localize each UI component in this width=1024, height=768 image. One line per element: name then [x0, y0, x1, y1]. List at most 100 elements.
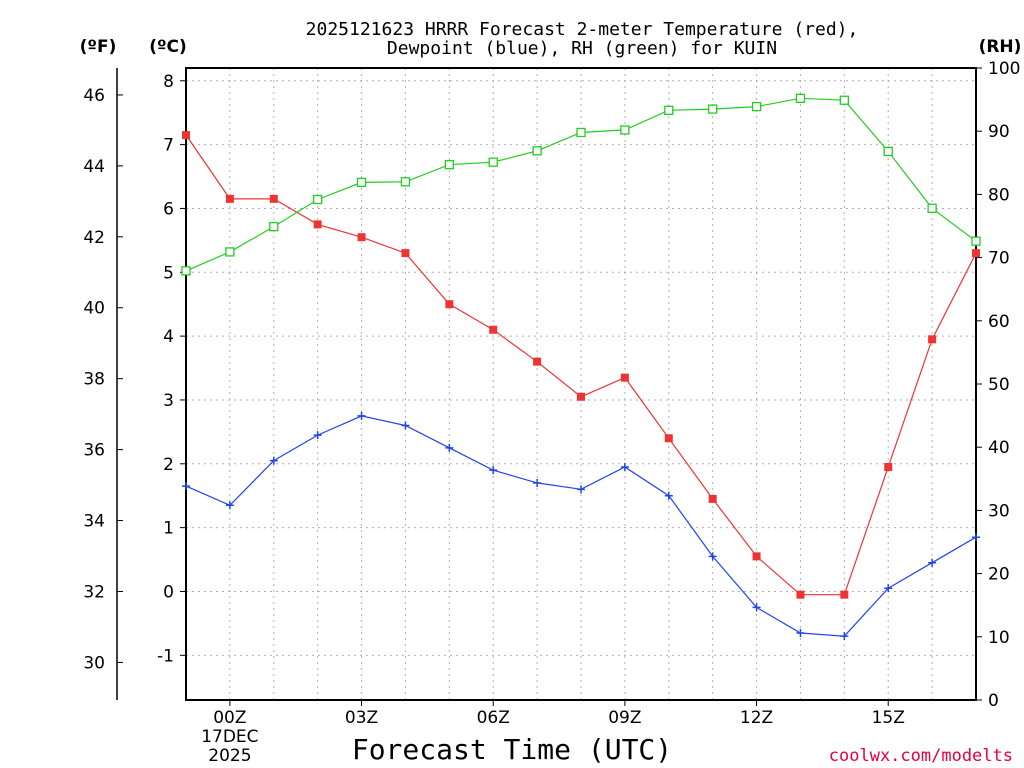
dewpoint-point [225, 501, 234, 510]
rh-tick-label: 100 [988, 59, 1020, 79]
celsius-tick-label: 8 [163, 72, 174, 92]
rh-point [576, 127, 586, 138]
rh-point [400, 177, 411, 187]
rh-point [225, 247, 235, 257]
rh-point [708, 104, 718, 114]
dewpoint-point [796, 628, 805, 637]
rh-point [356, 177, 367, 188]
dewpoint-point [972, 533, 980, 542]
temperature-point [445, 300, 454, 309]
temperature-point [313, 220, 322, 229]
fahrenheit-tick-label: 46 [83, 86, 105, 106]
temperature-point [182, 131, 190, 140]
fahrenheit-tick-label: 42 [83, 228, 105, 248]
celsius-tick-label: 7 [163, 136, 174, 156]
rh-tick-label: 0 [988, 691, 999, 711]
temperature-point [533, 357, 542, 366]
series [181, 93, 981, 641]
celsius-tick-label: 6 [163, 199, 174, 219]
celsius-tick-label: 3 [163, 391, 174, 411]
celsius-tick-label: 5 [163, 263, 174, 283]
fahrenheit-tick-label: 32 [83, 582, 105, 602]
temperature-point [620, 373, 629, 382]
dewpoint-point [752, 603, 761, 612]
rh-tick-label: 20 [988, 565, 1010, 585]
celsius-tick-label: 4 [163, 327, 174, 347]
rh-point [839, 95, 849, 105]
rh-point [181, 266, 191, 276]
fahrenheit-tick-label: 34 [83, 512, 105, 532]
rh-tick-label: 50 [988, 375, 1010, 395]
x-tick-label: 06Z [477, 708, 510, 728]
rh-point [313, 194, 323, 205]
x-tick-date-label: 17DEC [201, 727, 258, 747]
temperature-point [225, 194, 234, 203]
temperature-point [928, 335, 937, 344]
rh-tick-label: 60 [988, 312, 1010, 332]
rh-unit-label: (RH) [979, 37, 1022, 57]
dewpoint-point [489, 466, 498, 475]
x-axis-label: Forecast Time (UTC) [352, 733, 672, 766]
x-tick-label: 12Z [740, 708, 773, 728]
rh-point [620, 125, 630, 135]
rh-point [444, 160, 454, 170]
dewpoint-point [357, 411, 366, 420]
dewpoint-point [577, 485, 585, 494]
fahrenheit-tick-label: 30 [83, 653, 105, 673]
temperature-point [401, 249, 410, 258]
temperature-point [664, 434, 673, 443]
temperature-point [708, 494, 717, 503]
x-tick-label: 09Z [608, 708, 641, 728]
rh-point [488, 157, 498, 167]
temperature-point [840, 590, 849, 599]
dewpoint-point [182, 482, 190, 491]
plot-frame [185, 67, 977, 701]
rh-point [927, 203, 937, 213]
dewpoint-point [928, 558, 937, 567]
chart-title-line1: 2025121623 HRRR Forecast 2-meter Tempera… [306, 19, 859, 40]
rh-tick-label: 90 [988, 122, 1010, 142]
rh-point [883, 146, 893, 157]
rh-point [971, 236, 981, 246]
temperature-point [884, 462, 893, 471]
series-temperature [182, 131, 980, 599]
fahrenheit-unit-label: (ºF) [80, 37, 117, 57]
rh-tick-label: 70 [988, 249, 1010, 269]
x-tick-label: 00Z [213, 708, 246, 728]
x-tick-label: 03Z [345, 708, 378, 728]
dewpoint-point [620, 462, 629, 471]
series-line-rh [185, 97, 977, 272]
rh-point [751, 101, 762, 112]
rh-tick-label: 30 [988, 501, 1010, 521]
dewpoint-point [313, 431, 322, 440]
rh-point [269, 221, 279, 232]
dewpoint-point [533, 478, 542, 487]
grid [186, 68, 976, 700]
rh-point [795, 93, 806, 103]
rh-point [532, 146, 542, 156]
temperature-point [577, 392, 585, 401]
dewpoint-point [269, 456, 278, 465]
temperature-point [752, 552, 761, 561]
credit-link[interactable]: coolwx.com/modelts [829, 746, 1013, 766]
series-rh [181, 93, 981, 276]
temperature-point [269, 194, 278, 203]
temperature-point [972, 249, 980, 258]
dewpoint-point [884, 584, 893, 593]
celsius-tick-label: 2 [163, 455, 174, 475]
rh-tick-label: 10 [988, 628, 1010, 648]
rh-tick-label: 80 [988, 185, 1010, 205]
dewpoint-point [708, 552, 717, 561]
fahrenheit-tick-label: 40 [83, 299, 105, 319]
celsius-unit-label: (ºC) [149, 37, 187, 57]
dewpoint-point [445, 443, 454, 452]
temperature-point [489, 325, 498, 334]
celsius-tick-label: -1 [157, 646, 174, 666]
chart-title-line2: Dewpoint (blue), RH (green) for KUIN [387, 38, 777, 59]
fahrenheit-tick-label: 36 [83, 441, 105, 461]
celsius-tick-label: 1 [163, 519, 174, 539]
series-dewpoint [182, 411, 980, 641]
temperature-point [357, 233, 366, 242]
dewpoint-point [840, 632, 849, 641]
